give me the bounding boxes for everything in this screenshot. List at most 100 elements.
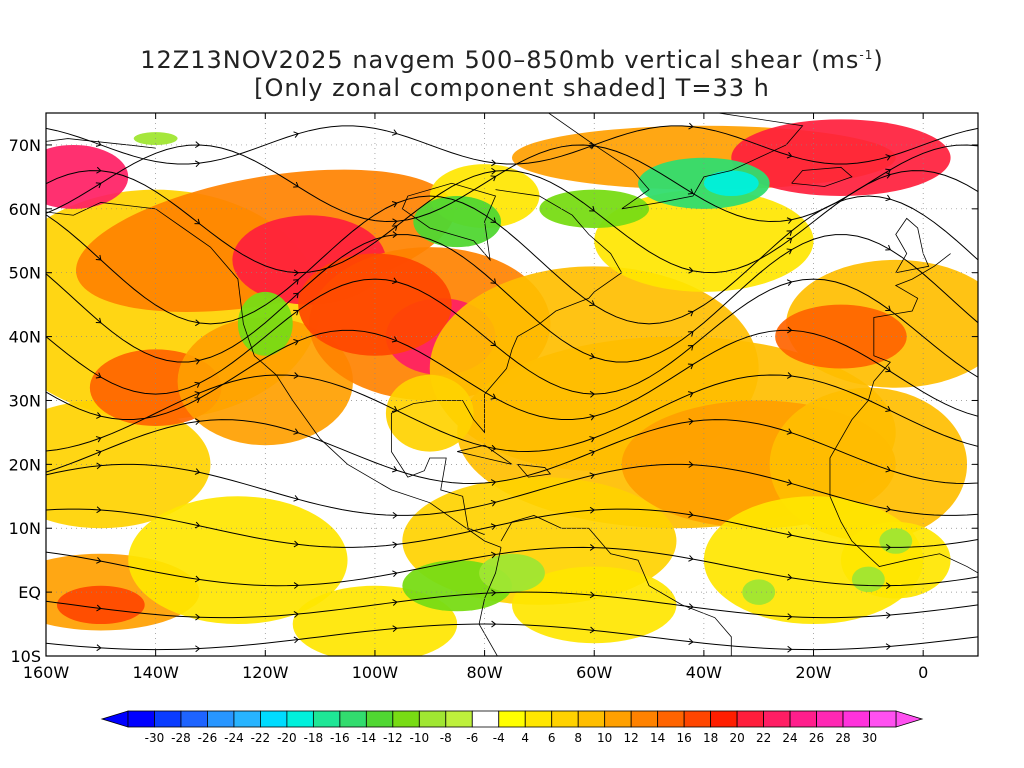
- streamline-arrow: [589, 506, 596, 514]
- streamline-arrow: [787, 613, 793, 621]
- streamline-arrow: [786, 237, 793, 244]
- colorbar: -30 -28 -26 -24 -22 -20 -18 -16 -14 -12 -10 -8 -6 -4 4…: [100, 710, 924, 745]
- colorbar-label: 26: [809, 731, 824, 745]
- streamline-arrow: [589, 413, 596, 421]
- shear-region: [177, 317, 354, 446]
- streamline-arrow: [293, 339, 299, 346]
- coastline: [895, 217, 930, 274]
- streamline-arrow: [391, 201, 398, 208]
- streamline-arrow: [885, 172, 892, 179]
- axis-ticks: [45, 113, 978, 657]
- streamline-arrow: [491, 620, 497, 628]
- streamline-arrow: [786, 217, 793, 224]
- streamline-arrow: [195, 141, 201, 149]
- colorbar-label: 20: [729, 731, 744, 745]
- colorbar-label: -18: [304, 731, 324, 745]
- colorbar-swatch: [577, 710, 606, 728]
- streamline-arrow: [885, 643, 892, 651]
- coastline: [517, 463, 552, 478]
- streamline-arrow: [293, 636, 300, 644]
- colorbar-swatch: [339, 710, 367, 728]
- streamline: [46, 463, 978, 516]
- streamline-arrow: [490, 340, 497, 347]
- colorbar-label: 14: [650, 731, 665, 745]
- streamline-arrow: [490, 479, 497, 486]
- streamline-arrow: [490, 523, 497, 530]
- colorbar-swatch: [736, 710, 764, 728]
- streamline-arrow: [589, 143, 596, 150]
- colorbar-swatch: [842, 710, 870, 728]
- streamline-arrow: [786, 428, 793, 435]
- streamline-arrow: [490, 393, 497, 400]
- colorbar-label: 6: [548, 731, 556, 745]
- colorbar-swatch: [392, 710, 420, 728]
- lon-label: 60W: [576, 663, 612, 682]
- streamline-arrow: [195, 645, 201, 653]
- colorbar-swatch: [312, 710, 341, 728]
- streamline-arrow: [589, 141, 596, 149]
- streamline-arrow: [589, 472, 596, 480]
- streamline-arrow: [687, 188, 694, 195]
- streamline-arrow: [688, 511, 694, 518]
- colorbar-label: -10: [410, 731, 430, 745]
- streamline-arrow: [786, 279, 793, 286]
- streamline-arrow: [589, 353, 596, 360]
- streamline: [46, 623, 978, 651]
- streamline-arrow: [392, 231, 398, 238]
- lat-label: 50N: [9, 264, 41, 283]
- coastline: [401, 182, 497, 262]
- streamline-arrow: [293, 428, 299, 435]
- map-plot-area: [46, 113, 978, 656]
- colorbar-swatch: [418, 710, 447, 728]
- streamline-arrow: [293, 292, 299, 299]
- shear-region-negative: [703, 170, 759, 197]
- streamline-arrow: [885, 582, 892, 590]
- streamline-arrow: [96, 412, 102, 419]
- lat-label: 60N: [9, 200, 41, 219]
- streamline-arrow: [687, 391, 694, 398]
- streamline-arrow: [391, 336, 398, 343]
- gridlines: [46, 113, 978, 656]
- lon-label: 80W: [466, 663, 502, 682]
- colorbar-label: 8: [574, 731, 582, 745]
- streamline-arrow: [687, 345, 694, 351]
- coastline: [390, 189, 623, 434]
- colorbar-swatch: [233, 710, 261, 728]
- colorbar-label: -24: [224, 731, 244, 745]
- streamline-arrow: [194, 575, 201, 583]
- streamline-arrow: [96, 557, 102, 564]
- lat-label: EQ: [18, 583, 41, 602]
- lon-label: 100W: [352, 663, 399, 682]
- shear-region: [292, 585, 458, 656]
- colorbar-swatch: [630, 710, 659, 728]
- streamline-arrow: [95, 372, 102, 379]
- colorbar-swatch: [154, 710, 182, 728]
- coastlines: [46, 113, 978, 656]
- chart-title-line1: 12Z13NOV2025 navgem 500–850mb vertical s…: [140, 46, 884, 74]
- streamline-arrow: [589, 300, 595, 307]
- streamline-arrow: [96, 462, 102, 470]
- lon-label: 0: [918, 663, 928, 682]
- streamline: [46, 195, 978, 325]
- streamline-arrow: [589, 626, 596, 634]
- streamline-arrow: [688, 461, 694, 468]
- lat-label: 30N: [9, 391, 41, 410]
- colorbar-swatch: [365, 710, 394, 728]
- streamline-arrow: [391, 225, 398, 231]
- coastline: [390, 426, 485, 535]
- streamline-arrow: [589, 449, 596, 457]
- streamline: [46, 125, 978, 165]
- colorbar-swatch: [763, 710, 791, 728]
- shear-region: [594, 189, 814, 292]
- streamline-arrow: [885, 305, 891, 311]
- streamline-arrow: [293, 279, 299, 285]
- colorbar-min-arrow: [100, 710, 129, 728]
- plot-frame: [45, 112, 979, 657]
- colorbar-swatch: [286, 710, 314, 728]
- shear-region: [298, 253, 452, 356]
- shear-region: [731, 119, 951, 197]
- colorbar-label: 30: [862, 731, 877, 745]
- streamline-arrow: [786, 151, 793, 159]
- lat-label: 20N: [9, 455, 41, 474]
